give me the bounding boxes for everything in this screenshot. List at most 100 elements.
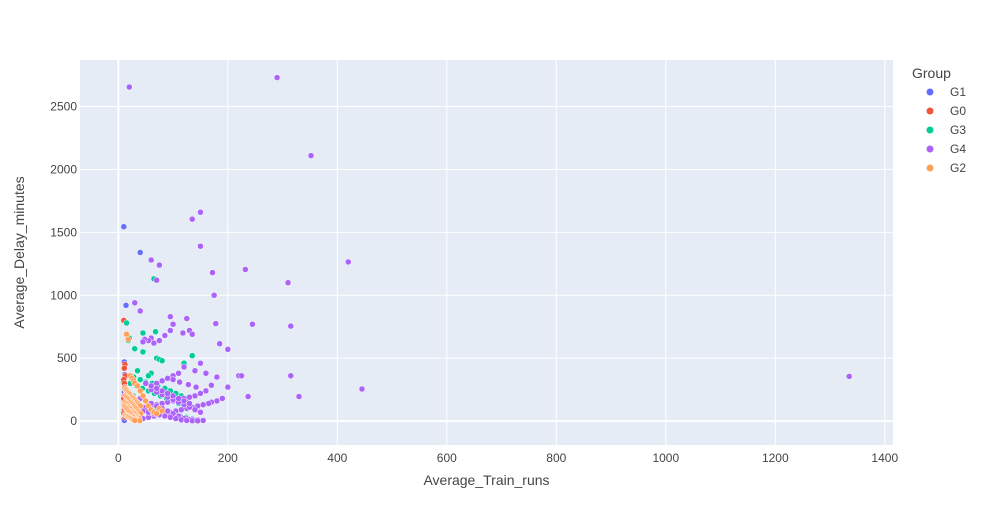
data-point[interactable] (183, 417, 191, 424)
data-point[interactable] (213, 373, 221, 381)
data-point[interactable] (158, 387, 166, 395)
data-point[interactable] (197, 409, 204, 416)
data-point[interactable] (123, 319, 130, 327)
data-point[interactable] (167, 327, 174, 334)
data-point[interactable] (358, 385, 366, 393)
data-point[interactable] (139, 329, 147, 337)
series-G2[interactable] (121, 331, 166, 424)
legend-item-G1[interactable]: G1 (926, 85, 967, 99)
data-point[interactable] (134, 367, 141, 375)
data-point[interactable] (152, 328, 159, 336)
data-point[interactable] (191, 406, 199, 414)
data-point[interactable] (158, 377, 166, 385)
data-point[interactable] (194, 417, 201, 425)
data-point[interactable] (126, 83, 133, 91)
data-point[interactable] (134, 382, 141, 390)
data-point[interactable] (244, 393, 252, 400)
data-point[interactable] (307, 152, 315, 159)
data-point[interactable] (191, 367, 199, 375)
data-point[interactable] (122, 302, 130, 309)
data-point[interactable] (287, 372, 295, 380)
data-point[interactable] (219, 395, 226, 402)
data-point[interactable] (183, 315, 191, 322)
data-point[interactable] (136, 307, 144, 315)
data-point[interactable] (153, 276, 160, 284)
data-point[interactable] (273, 74, 281, 81)
data-point[interactable] (197, 359, 204, 367)
data-point[interactable] (208, 381, 215, 389)
data-point[interactable] (845, 373, 853, 380)
data-point[interactable] (147, 256, 155, 264)
data-point[interactable] (164, 375, 171, 382)
data-point[interactable] (210, 292, 218, 299)
data-point[interactable] (216, 340, 223, 347)
data-point[interactable] (180, 363, 188, 371)
data-point[interactable] (202, 370, 210, 377)
data-point[interactable] (131, 299, 138, 307)
data-point[interactable] (158, 407, 166, 415)
data-point[interactable] (153, 385, 160, 392)
data-point[interactable] (131, 345, 138, 352)
data-point[interactable] (145, 372, 152, 380)
data-point[interactable] (169, 376, 177, 383)
data-point[interactable] (249, 320, 256, 328)
data-point[interactable] (147, 382, 155, 390)
legend-item-G3[interactable]: G3 (926, 123, 967, 137)
data-point[interactable] (167, 414, 174, 421)
data-point[interactable] (175, 395, 182, 402)
data-point[interactable] (185, 381, 192, 388)
data-point[interactable] (188, 215, 196, 223)
legend-item-G0[interactable]: G0 (926, 104, 967, 118)
legend[interactable]: Group G1 G0 G3 G4 G2 (912, 65, 966, 175)
data-point[interactable] (186, 393, 193, 401)
data-point[interactable] (120, 223, 128, 230)
data-point[interactable] (199, 417, 207, 424)
data-point[interactable] (156, 337, 163, 344)
data-point[interactable] (131, 417, 138, 424)
data-point[interactable] (150, 339, 158, 347)
data-point[interactable] (199, 401, 207, 408)
data-point[interactable] (179, 329, 187, 337)
data-point[interactable] (197, 242, 204, 250)
data-point[interactable] (176, 378, 183, 386)
data-point[interactable] (139, 392, 147, 400)
data-point[interactable] (284, 279, 292, 286)
data-point[interactable] (188, 417, 196, 424)
data-point[interactable] (136, 376, 144, 383)
data-points[interactable] (120, 74, 853, 425)
data-point[interactable] (238, 372, 245, 380)
data-point[interactable] (164, 390, 171, 397)
data-point[interactable] (142, 380, 149, 387)
series-G4[interactable] (126, 74, 853, 425)
data-point[interactable] (169, 392, 177, 400)
data-point[interactable] (188, 352, 196, 359)
data-point[interactable] (180, 397, 188, 405)
data-point[interactable] (205, 400, 212, 407)
legend-item-G2[interactable]: G2 (926, 161, 967, 175)
data-point[interactable] (345, 258, 352, 266)
data-point[interactable] (142, 397, 149, 405)
data-point[interactable] (121, 365, 128, 372)
data-point[interactable] (197, 390, 204, 397)
data-point[interactable] (197, 208, 204, 216)
data-point[interactable] (161, 332, 169, 339)
legend-item-G4[interactable]: G4 (926, 142, 967, 156)
data-point[interactable] (191, 392, 199, 400)
data-point[interactable] (242, 266, 249, 273)
data-point[interactable] (186, 400, 193, 407)
data-point[interactable] (295, 393, 303, 400)
data-point[interactable] (212, 320, 220, 327)
data-point[interactable] (224, 346, 232, 353)
data-point[interactable] (287, 322, 295, 330)
data-point[interactable] (156, 261, 163, 269)
data-point[interactable] (167, 313, 174, 320)
data-point[interactable] (136, 249, 144, 256)
data-point[interactable] (202, 387, 210, 395)
data-point[interactable] (169, 320, 177, 328)
data-point[interactable] (139, 338, 147, 346)
data-point[interactable] (136, 387, 144, 395)
data-point[interactable] (139, 348, 147, 356)
data-point[interactable] (213, 397, 221, 405)
data-point[interactable] (224, 383, 232, 391)
data-point[interactable] (188, 331, 196, 338)
